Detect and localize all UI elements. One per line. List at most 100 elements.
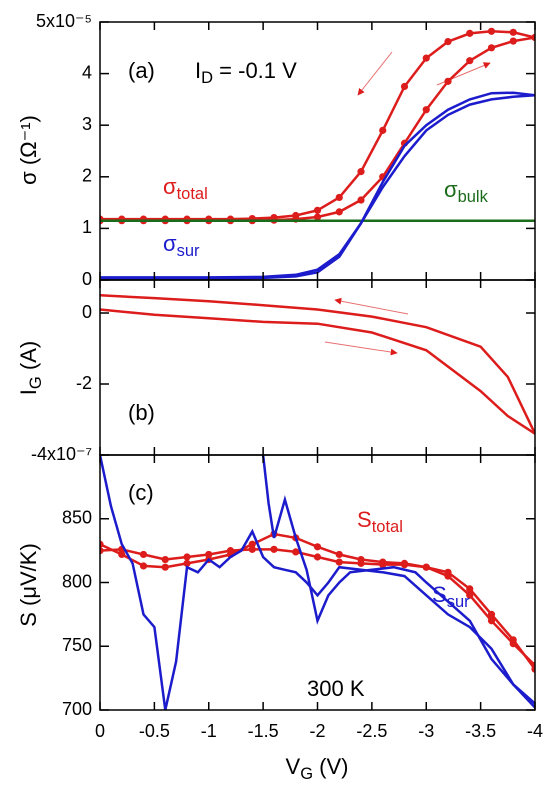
point: [400, 82, 409, 91]
point: [313, 553, 322, 561]
y-tick-label: 3: [82, 114, 92, 134]
series-label-main: σ: [163, 174, 177, 199]
series-line: [100, 294, 535, 435]
point: [100, 547, 104, 555]
point: [313, 543, 322, 551]
point: [487, 610, 496, 618]
point: [487, 27, 496, 35]
y-tick-label: 700: [62, 699, 92, 719]
panel-frame: [99, 279, 536, 456]
point: [248, 545, 256, 553]
series-label-sub: total: [177, 185, 208, 203]
x-tick-label: -0.5: [139, 721, 170, 741]
point: [292, 211, 300, 220]
series-label-main: σ: [444, 177, 458, 202]
x-axis-label: VG (V): [286, 754, 349, 784]
series-label-sub: bulk: [458, 188, 489, 206]
point: [139, 562, 148, 570]
x-tick-label: -1.5: [248, 721, 279, 741]
point: [139, 550, 148, 559]
y-tick-label: 850: [62, 508, 92, 528]
point: [466, 29, 474, 37]
plot-area: [100, 27, 535, 280]
x-tick-label: -1: [201, 721, 217, 741]
annotation: (b): [128, 400, 155, 425]
annotation: 300 K: [307, 676, 365, 701]
point: [487, 617, 496, 625]
point: [357, 168, 365, 176]
point: [422, 54, 430, 62]
point: [444, 38, 452, 46]
point: [379, 126, 387, 134]
series-label-sub: sur: [447, 593, 470, 611]
point: [531, 33, 535, 42]
point: [100, 540, 104, 548]
plot-area: [100, 455, 535, 710]
point: [509, 636, 517, 644]
series-label-sub: sur: [177, 242, 200, 260]
annotation-sub: D: [201, 69, 213, 87]
point: [335, 550, 343, 559]
series-label: σbulk: [444, 177, 489, 207]
point: [313, 213, 322, 221]
point: [183, 559, 191, 567]
point: [422, 106, 430, 114]
plot-area: [100, 294, 535, 435]
point: [270, 545, 278, 553]
y-tick-label: -2: [76, 373, 92, 393]
point: [400, 561, 409, 569]
x-tick-label: -2.5: [356, 721, 387, 741]
point: [118, 550, 126, 559]
y-axis-label: IG (A): [16, 341, 46, 395]
point: [313, 206, 322, 214]
y-tick-label: 0: [82, 302, 92, 322]
y-axis-label-sub: G: [27, 376, 45, 389]
x-axis-label-sub: G: [300, 765, 313, 783]
x-axis-label-main: V: [286, 754, 301, 779]
point: [205, 550, 213, 559]
point: [466, 591, 474, 599]
point: [466, 57, 474, 65]
point: [183, 553, 191, 561]
y-tick-label: -4x10⁻⁷: [31, 444, 92, 464]
series-label-sub: total: [372, 518, 403, 536]
point: [335, 208, 343, 216]
y-tick-label: 800: [62, 571, 92, 591]
point: [509, 37, 517, 45]
point: [226, 547, 235, 555]
point: [161, 563, 169, 571]
y-tick-label: 750: [62, 635, 92, 655]
x-tick-label: -3: [418, 721, 434, 741]
point: [248, 540, 256, 548]
x-tick-label: -4: [527, 721, 543, 741]
point: [444, 568, 452, 576]
panel-frame: [99, 454, 536, 711]
point: [357, 196, 365, 204]
point: [270, 213, 278, 222]
series-label: Stotal: [357, 507, 403, 537]
y-axis-label-after: (A): [16, 341, 41, 376]
series-line: [261, 455, 535, 709]
y-axis-label: S (μV/K): [16, 543, 41, 627]
point: [422, 563, 430, 571]
series-line: [100, 91, 535, 280]
point: [487, 44, 496, 52]
series-line: [100, 308, 535, 435]
y-tick-label: 2: [82, 166, 92, 186]
x-tick-label: -2: [309, 721, 325, 741]
annotation-after: = -0.1 V: [213, 58, 297, 83]
point: [335, 558, 343, 566]
annotation-main: I: [195, 58, 201, 83]
series-label: σtotal: [163, 174, 208, 204]
annotation: (a): [128, 58, 155, 83]
series-label-main: S: [357, 507, 372, 532]
y-axis-label: σ (Ω⁻¹): [16, 115, 41, 185]
series-label-main: S: [432, 582, 447, 607]
point: [531, 665, 535, 673]
series-label: Ssur: [432, 582, 470, 612]
point: [292, 548, 300, 556]
series-line: [100, 455, 535, 710]
annotation: (c): [128, 480, 154, 505]
point: [379, 561, 387, 569]
